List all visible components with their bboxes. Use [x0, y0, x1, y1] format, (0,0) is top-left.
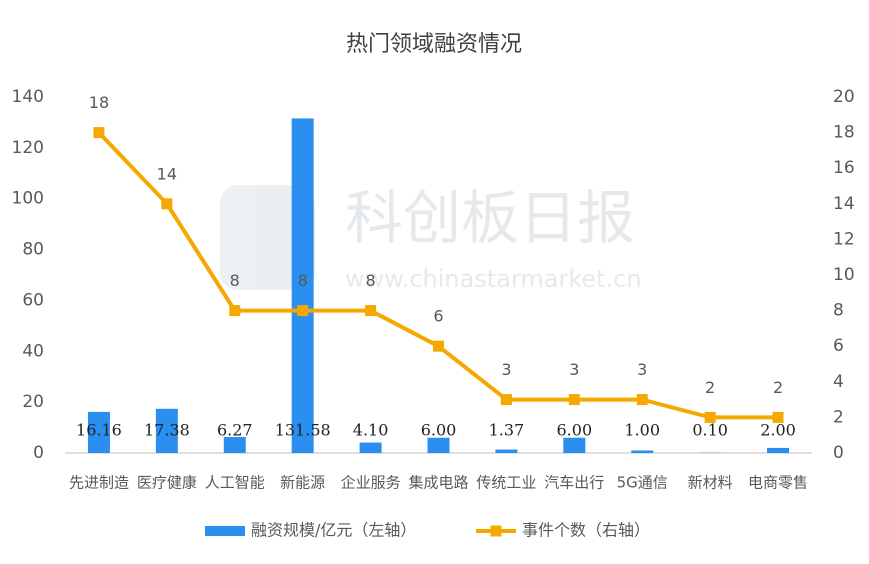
y-tick-label: 120	[12, 138, 44, 158]
y2-tick-label: 18	[833, 123, 855, 143]
legend-swatch	[490, 525, 502, 537]
line-marker	[365, 305, 377, 317]
line-value-label: 3	[501, 360, 511, 379]
line-marker	[161, 198, 173, 210]
bar-value-label: 0.10	[692, 421, 728, 440]
line-value-label: 2	[705, 378, 715, 397]
line-marker	[433, 340, 444, 352]
bar-value-label: 16.16	[76, 421, 122, 440]
line-marker	[93, 127, 105, 139]
bar-value-label: 1.00	[624, 421, 660, 440]
line-value-label: 6	[433, 307, 443, 326]
x-tick-label: 医疗健康	[137, 474, 197, 492]
x-tick-label: 先进制造	[69, 474, 129, 492]
y2-tick-label: 8	[833, 301, 844, 321]
line-marker	[704, 411, 716, 423]
bar-value-label: 131.58	[275, 421, 331, 440]
bar	[631, 450, 654, 453]
bar	[767, 447, 790, 453]
y2-tick-label: 10	[833, 265, 855, 285]
line-value-label: 8	[298, 271, 308, 290]
line-value-label: 2	[773, 378, 783, 397]
bar-value-label: 1.37	[489, 421, 525, 440]
y-tick-label: 80	[22, 240, 44, 260]
bar	[223, 437, 246, 453]
legend-swatch	[205, 526, 245, 536]
bar	[563, 437, 586, 453]
line-marker	[568, 394, 580, 406]
y-tick-label: 0	[33, 443, 44, 463]
chart-title: 热门领域融资情况	[346, 32, 522, 57]
x-tick-label: 传统工业	[476, 474, 536, 492]
bar-value-label: 6.00	[421, 421, 457, 440]
bar	[291, 118, 314, 453]
y-tick-label: 140	[12, 87, 44, 107]
y-tick-label: 40	[22, 341, 44, 361]
y-tick-label: 20	[22, 392, 44, 412]
y2-tick-label: 14	[833, 194, 855, 214]
bar	[87, 411, 110, 453]
legend-label: 融资规模/亿元（左轴）	[251, 521, 416, 540]
bar	[359, 442, 382, 453]
x-tick-label: 集成电路	[408, 474, 468, 492]
x-tick-label: 新能源	[280, 474, 325, 492]
y-tick-label: 60	[22, 290, 44, 310]
line-value-label: 8	[365, 271, 375, 290]
line-marker	[297, 305, 309, 317]
bar-value-label: 6.27	[217, 421, 253, 440]
y2-tick-label: 12	[833, 229, 855, 249]
watermark-url: www.chinastarmarket.cn	[345, 265, 642, 293]
x-tick-label: 5G通信	[617, 474, 668, 492]
x-tick-label: 电商零售	[748, 474, 808, 492]
y2-tick-label: 20	[833, 87, 855, 107]
y2-tick-label: 2	[833, 407, 844, 427]
x-tick-label: 新材料	[688, 474, 733, 492]
line-marker	[772, 411, 784, 423]
watermark-name: 科创板日报	[345, 184, 635, 252]
bar-value-label: 4.10	[353, 421, 389, 440]
bar-value-label: 6.00	[557, 421, 593, 440]
line-value-label: 3	[637, 360, 647, 379]
watermark: 科创板日报 www.chinastarmarket.cn	[220, 184, 642, 293]
bar	[495, 449, 518, 453]
x-tick-label: 企业服务	[341, 474, 401, 492]
line-value-label: 14	[157, 164, 177, 183]
bar	[427, 437, 450, 453]
y-tick-label: 100	[12, 189, 44, 209]
line-value-label: 8	[230, 271, 240, 290]
line-marker	[229, 305, 241, 317]
bar-value-label: 2.00	[760, 421, 796, 440]
line-marker	[636, 394, 648, 406]
x-tick-label: 人工智能	[205, 474, 265, 492]
y2-tick-label: 0	[833, 443, 844, 463]
line-marker	[500, 394, 512, 406]
legend-label: 事件个数（右轴）	[522, 521, 650, 540]
y2-tick-label: 6	[833, 336, 844, 356]
bar-value-label: 17.38	[144, 421, 190, 440]
x-tick-label: 汽车出行	[544, 474, 604, 492]
bar	[155, 408, 178, 453]
line-value-label: 3	[569, 360, 579, 379]
line-value-label: 18	[89, 93, 109, 112]
y2-tick-label: 4	[833, 372, 844, 392]
y2-tick-label: 16	[833, 158, 855, 178]
watermark-logo	[220, 185, 315, 290]
